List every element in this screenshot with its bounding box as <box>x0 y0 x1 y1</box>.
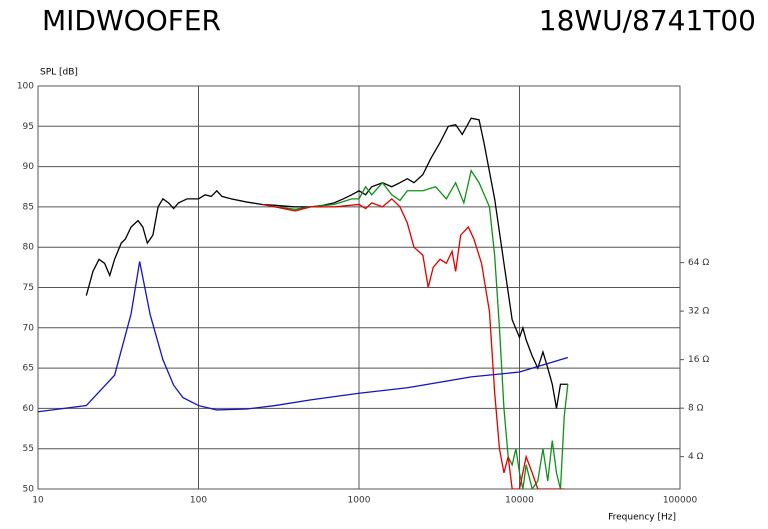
y2-tick-label: 16 Ω <box>688 355 709 365</box>
x-tick-label: 10000 <box>505 496 534 506</box>
series-line <box>38 261 569 413</box>
y2-tick-label: 8 Ω <box>688 404 704 414</box>
y-tick-label: 70 <box>23 323 35 333</box>
series-line <box>262 168 569 489</box>
y-tick-label: 55 <box>23 444 34 454</box>
y-axis-label: SPL [dB] <box>40 68 78 78</box>
y-tick-label: 75 <box>23 283 34 293</box>
y2-tick-label: 4 Ω <box>688 452 704 462</box>
y-tick-label: 80 <box>23 243 35 253</box>
y-tick-label: 60 <box>23 404 35 414</box>
x-tick-label: 100 <box>190 496 207 506</box>
y-tick-label: 90 <box>23 162 35 172</box>
x-tick-label: 100000 <box>663 496 698 506</box>
y2-tick-label: 64 Ω <box>688 258 709 268</box>
y-tick-label: 95 <box>23 122 34 132</box>
series-line <box>262 197 565 489</box>
x-axis-label: Frequency [Hz] <box>608 513 676 523</box>
y2-tick-label: 32 Ω <box>688 307 709 317</box>
chart-subtitle: 18WU/8741T00 <box>539 4 756 37</box>
y-tick-label: 50 <box>23 485 35 495</box>
y-tick-label: 85 <box>23 202 34 212</box>
chart-title: MIDWOOFER <box>42 4 221 37</box>
y-tick-label: 65 <box>23 364 34 374</box>
x-tick-label: 1000 <box>348 496 371 506</box>
x-tick-label: 10 <box>32 496 44 506</box>
y-tick-label: 100 <box>17 82 34 92</box>
series-line <box>85 117 568 409</box>
